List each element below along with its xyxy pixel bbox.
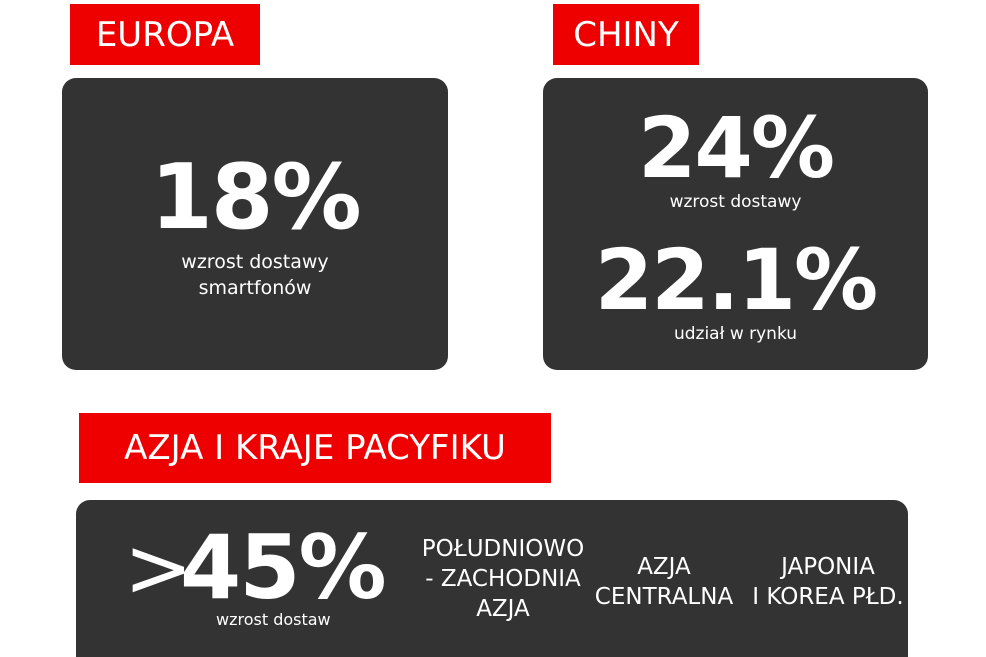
europe-value: 18% [150,145,361,250]
europe-label-text: EUROPA [95,14,235,55]
apac-prefix: > [124,521,193,616]
apac-region-southeast-asia: POŁUDNIOWO - ZACHODNIA AZJA [418,534,588,624]
apac-label-text: AZJA I KRAJE PACYFIKU [124,428,506,468]
europe-caption-line1: wzrost dostawy [181,251,329,273]
apac-label: AZJA I KRAJE PACYFIKU [79,413,551,483]
europe-card: 18% wzrost dostawy smartfonów [62,78,448,370]
region-line: AZJA [476,596,530,622]
region-line: POŁUDNIOWO [421,536,585,562]
apac-caption: wzrost dostaw [216,610,331,629]
apac-value: 45% [180,516,387,619]
europe-label: EUROPA [70,4,260,65]
region-line: CENTRALNA [594,584,734,610]
china-caption-growth: wzrost dostawy [669,192,802,212]
apac-region-central-asia: AZJA CENTRALNA [594,552,734,612]
china-card: 24% wzrost dostawy 22.1% udział w rynku [543,78,928,370]
region-line: - ZACHODNIA [425,566,581,592]
europe-caption-line2: smartfonów [198,277,312,299]
apac-card: > 45% wzrost dostaw POŁUDNIOWO - ZACHODN… [76,500,908,657]
china-label-text: CHINY [573,14,679,55]
china-value-growth: 24% [637,99,835,197]
china-value-share: 22.1% [594,231,878,329]
region-line: I KOREA PŁD. [752,584,904,610]
region-line: AZJA [637,554,691,580]
china-caption-share: udział w rynku [673,324,798,344]
region-line: JAPONIA [781,554,875,580]
china-label: CHINY [553,4,699,65]
apac-region-japan-korea: JAPONIA I KOREA PŁD. [748,552,908,612]
